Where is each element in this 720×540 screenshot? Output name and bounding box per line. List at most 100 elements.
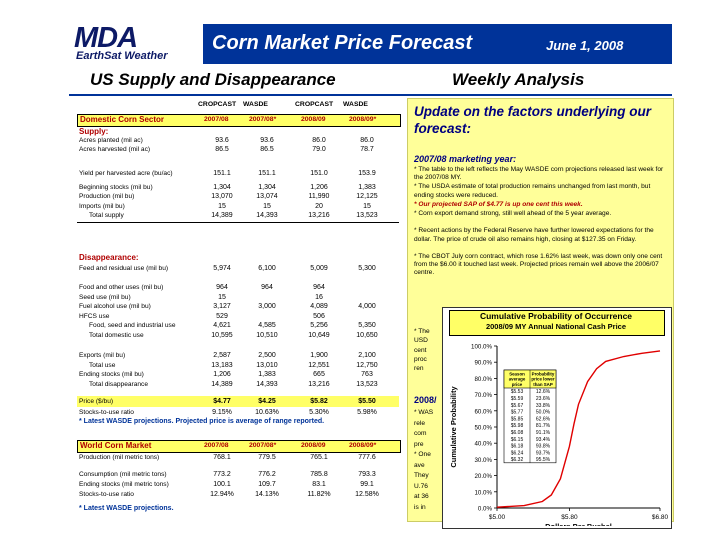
column-header-year: 2007/08* <box>249 116 277 123</box>
chart-subtitle: 2008/09 MY Annual National Cash Price <box>485 322 627 331</box>
probability-chart-panel <box>442 307 672 529</box>
table-cell: 151.1 <box>258 170 276 177</box>
world-cell: 14.13% <box>255 491 279 498</box>
chart-table-header: Season <box>509 372 525 377</box>
analysis-partial-line: USD <box>414 337 428 345</box>
table-cell: 13,010 <box>256 362 278 369</box>
analysis-partial-line: com <box>414 430 427 437</box>
world-cell: 12.58% <box>355 491 379 498</box>
x-tick-label: $5.00 <box>489 514 506 521</box>
table-cell: $5.50 <box>358 398 376 405</box>
y-tick-label: 0.0% <box>478 506 493 513</box>
table-cell: 5,974 <box>213 265 231 272</box>
table-cell: 86.5 <box>260 146 274 153</box>
table-cell: 5,009 <box>310 265 328 272</box>
supply-label: Supply: <box>79 127 109 136</box>
analysis-partial-line: rele <box>414 419 425 427</box>
table-cell: 15 <box>263 203 271 210</box>
table-cell: 5.98% <box>357 409 377 416</box>
table-cell: 93.6 <box>260 137 274 144</box>
table-cell: 10,650 <box>356 332 378 339</box>
column-header-source: WASDE <box>343 101 368 108</box>
y-tick-label: 60.0% <box>474 408 492 415</box>
table-cell: 964 <box>216 284 228 291</box>
table-cell: 2,587 <box>213 352 231 359</box>
table-cell: 2,500 <box>258 352 276 359</box>
table-cell: 10,595 <box>211 332 233 339</box>
table-cell: 1,383 <box>258 371 276 378</box>
table-cell: 93.6 <box>215 137 229 144</box>
y-tick-label: 20.0% <box>474 473 492 480</box>
sector-label: Domestic Corn Sector <box>80 115 165 124</box>
table-row-label: Fuel alcohol use (mil bu) <box>79 303 151 310</box>
chart-table-cell: $6.08 <box>511 430 524 436</box>
world-row-label: Ending stocks (mil metric tons) <box>79 481 169 488</box>
chart-table-cell: 62.6% <box>536 416 551 422</box>
analysis-partial-line: U.76 <box>414 482 428 490</box>
chart-table-header: Probability <box>532 372 555 377</box>
world-row-label: Stocks-to-use ratio <box>79 491 134 498</box>
table-cell: 5.30% <box>309 409 329 416</box>
table-cell: 13,183 <box>211 362 233 369</box>
table-row-label: Price ($/bu) <box>79 398 114 405</box>
table-cell: 3,000 <box>258 303 276 310</box>
y-tick-label: 30.0% <box>474 457 492 464</box>
logo: MDA <box>74 22 138 54</box>
x-tick-label: $5.80 <box>561 514 578 521</box>
column-header-source: WASDE <box>243 101 268 108</box>
divider <box>69 94 672 96</box>
y-tick-label: 90.0% <box>474 360 492 367</box>
table-cell: 13,070 <box>211 193 233 200</box>
table-cell: $5.82 <box>310 398 328 405</box>
left-heading: US Supply and Disappearance <box>90 70 336 89</box>
table-cell: 1,900 <box>310 352 328 359</box>
table-row-label: Yield per harvested acre (bu/ac) <box>79 170 173 177</box>
table-cell: 153.9 <box>358 170 376 177</box>
table-row-label: Production (mil bu) <box>79 193 135 200</box>
table-cell: 1,304 <box>258 184 276 191</box>
chart-table-cell: 93.7% <box>536 450 551 456</box>
chart-table-cell: $5.85 <box>511 416 524 422</box>
probability-series-line <box>496 350 661 508</box>
world-column-header: 2007/08 <box>204 442 229 449</box>
table-cell: 15 <box>363 203 371 210</box>
table-cell: 12,551 <box>308 362 330 369</box>
table-row-label: Feed and residual use (mil bu) <box>79 265 169 272</box>
table-footnote: * Latest WASDE projections. Projected pr… <box>79 418 325 425</box>
table-cell: 13,216 <box>308 212 330 219</box>
logo-subtitle: EarthSat Weather <box>76 50 168 62</box>
chart-table-header: price lower <box>531 377 554 382</box>
chart-table-cell: 91.1% <box>536 430 551 436</box>
table-cell: 14,393 <box>256 212 278 219</box>
table-cell: 964 <box>261 284 273 291</box>
chart-table-cell: 33.8% <box>536 403 551 409</box>
table-cell: 4,089 <box>310 303 328 310</box>
table-cell: 5,256 <box>310 322 328 329</box>
world-cell: 100.1 <box>213 481 231 488</box>
right-heading: Weekly Analysis <box>452 70 585 89</box>
sector-header-row <box>77 114 401 127</box>
table-cell: 14,389 <box>211 381 233 388</box>
analysis-paragraph: * Our projected SAP of $4.77 is up one c… <box>414 200 583 208</box>
analysis-partial-line: They <box>414 472 429 479</box>
table-cell: 12,750 <box>356 362 378 369</box>
column-header-year: 2008/09 <box>301 116 326 123</box>
chart-table-cell: 81.7% <box>536 423 551 429</box>
chart-title: Cumulative Probability of Occurrence <box>479 311 633 321</box>
table-cell: $4.77 <box>213 398 231 405</box>
table-row-label: Acres harvested (mil ac) <box>79 146 151 153</box>
table-cell: 15 <box>218 294 226 301</box>
table-row-label: Total use <box>89 362 116 369</box>
chart-table-cell: $5.77 <box>511 410 524 416</box>
table-cell: 86.0 <box>360 137 374 144</box>
table-row-label: Total disappearance <box>89 381 149 388</box>
world-cell: 779.5 <box>258 454 276 461</box>
table-cell: 13,074 <box>256 193 278 200</box>
y-axis-label: Cumulative Probability <box>449 386 458 468</box>
chart-title-box <box>449 310 665 336</box>
world-header-row <box>77 440 401 453</box>
chart-table-cell: $5.59 <box>511 396 524 402</box>
y-tick-label: 50.0% <box>474 425 492 432</box>
table-row-label: HFCS use <box>79 313 110 320</box>
chart-table-cell: 50.0% <box>536 410 551 416</box>
